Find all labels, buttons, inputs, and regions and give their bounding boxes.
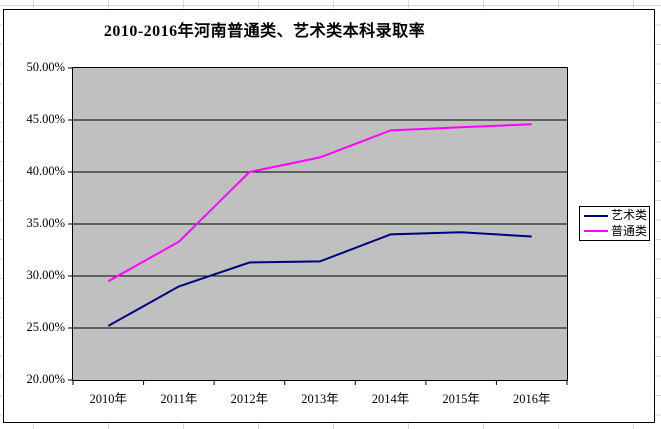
y-axis-tick-label: 25.00% — [26, 320, 65, 334]
y-axis-tick-label: 35.00% — [26, 216, 65, 230]
series-line-艺术类 — [107, 231, 532, 327]
chart-area: 2010-2016年河南普通类、艺术类本科录取率 50.00% 45.00% 40.… — [3, 9, 655, 423]
x-axis-tick-label: 2015年 — [442, 392, 480, 406]
y-axis-tick-label: 50.00% — [26, 60, 65, 74]
x-axis-tick-label: 2010年 — [89, 392, 128, 406]
x-axis-tick-label: 2011年 — [160, 392, 198, 406]
y-axis-tick-label: 40.00% — [26, 164, 65, 178]
y-axis-tick-label: 20.00% — [26, 372, 65, 386]
y-axis-tick-label: 45.00% — [26, 112, 65, 126]
x-axis-tick-label: 2013年 — [301, 392, 339, 406]
chart-title: 2010-2016年河南普通类、艺术类本科录取率 — [103, 23, 426, 40]
plot-area — [68, 67, 568, 385]
legend-entry: 艺术类 — [580, 209, 649, 222]
legend: 艺术类 普通类 — [579, 206, 650, 241]
x-axis-tick-label: 2014年 — [371, 392, 410, 406]
legend-line-sample — [584, 214, 608, 217]
plot-canvas — [68, 67, 568, 385]
y-axis-tick-label: 30.00% — [26, 268, 65, 282]
x-axis-tick-label: 2016年 — [512, 392, 551, 406]
legend-label: 艺术类 — [611, 208, 648, 223]
series-line-普通类 — [107, 123, 532, 283]
legend-label: 普通类 — [611, 223, 648, 238]
legend-line-sample — [584, 230, 608, 233]
x-axis-tick-label: 2012年 — [230, 392, 269, 406]
legend-entry: 普通类 — [580, 223, 649, 238]
